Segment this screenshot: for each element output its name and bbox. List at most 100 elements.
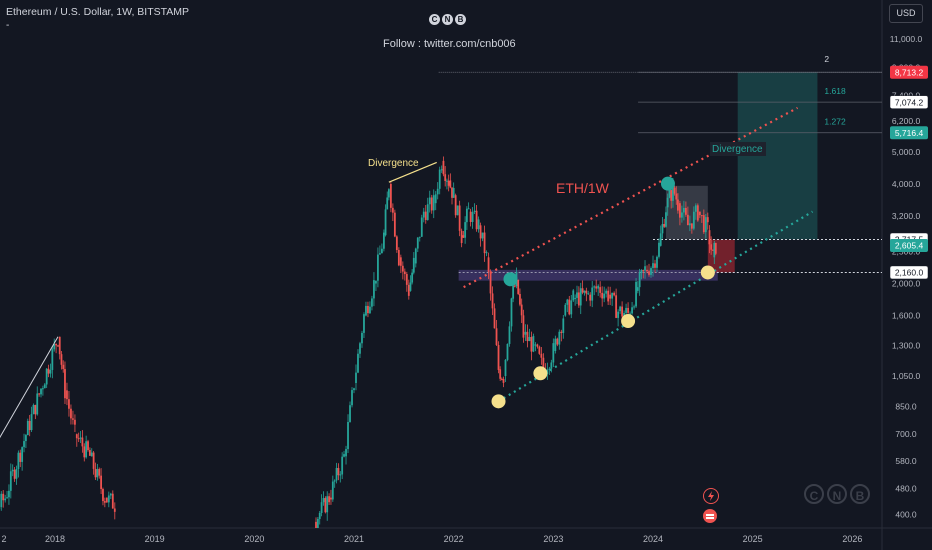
candle [92, 452, 95, 469]
plot-area: 2 1.618 1.272 Divergence Divergence ETH/1W [0, 54, 882, 528]
candle [62, 364, 65, 370]
candle [568, 299, 571, 315]
candle [102, 488, 104, 502]
old-trendline [0, 336, 59, 439]
candle [51, 349, 54, 370]
candle [75, 434, 78, 439]
candle [485, 252, 488, 254]
candle [635, 281, 637, 307]
candle [328, 496, 330, 503]
x-tick-label: 2021 [344, 534, 364, 544]
candle [706, 217, 709, 223]
candle [708, 230, 711, 245]
candle [386, 197, 389, 210]
candle [387, 189, 390, 198]
candle [522, 315, 525, 338]
candle [403, 271, 406, 275]
logo-letter-n: N [442, 14, 453, 25]
candle [686, 214, 689, 226]
candle [399, 257, 402, 266]
candle [322, 498, 325, 503]
x-tick-label: 2020 [244, 534, 264, 544]
x-tick-label: 2022 [444, 534, 464, 544]
candle [41, 388, 44, 390]
y-tick-label: 5,000.0 [892, 147, 921, 157]
y-tick-label: 2,000.0 [892, 279, 921, 289]
candle [373, 280, 375, 299]
candle [383, 232, 385, 249]
y-tick-label: 480.0 [895, 483, 917, 493]
candle [357, 353, 359, 373]
candle [379, 253, 381, 255]
candle [663, 224, 666, 227]
candle [337, 467, 340, 476]
candle [377, 254, 379, 281]
candle [572, 290, 575, 301]
candle [601, 292, 604, 299]
candle [682, 207, 685, 213]
candle [412, 257, 415, 273]
candle [26, 420, 29, 436]
candle [613, 292, 616, 296]
candle [6, 497, 8, 499]
candle [623, 312, 625, 317]
candle [460, 230, 463, 244]
divergence-label: Divergence [368, 158, 419, 169]
candle [343, 454, 345, 457]
candle [462, 235, 465, 238]
candle [58, 336, 61, 355]
candle [548, 368, 551, 370]
candle [315, 521, 317, 528]
candle [353, 388, 355, 391]
lightning-icon[interactable] [703, 488, 719, 504]
candle [694, 205, 697, 212]
y-tick-label: 850.0 [895, 401, 917, 411]
candle [434, 194, 437, 204]
candle [318, 512, 321, 519]
candle [607, 290, 610, 302]
candle [506, 343, 509, 360]
candle [45, 368, 48, 385]
price-label-badge [890, 239, 928, 253]
candle [615, 295, 618, 318]
candle [467, 208, 470, 210]
candle [597, 285, 600, 289]
candle [2, 493, 5, 501]
flag-icon[interactable] [703, 509, 717, 523]
candle [405, 274, 408, 285]
candle [98, 469, 101, 476]
candle [23, 441, 25, 448]
candle [414, 248, 417, 264]
candle [25, 435, 27, 442]
candle [66, 390, 68, 400]
candle [554, 338, 557, 351]
candle [464, 222, 467, 238]
price-label: 2,605.4 [895, 241, 924, 251]
candle [64, 369, 66, 399]
candle [665, 212, 667, 227]
divergence-label: Divergence [712, 144, 763, 155]
candle [446, 180, 448, 182]
candle [493, 308, 496, 329]
pivot-low-marker [491, 394, 506, 409]
fib-label: 1.618 [824, 86, 846, 96]
candle [636, 287, 639, 291]
candle [349, 405, 351, 422]
candle [83, 446, 86, 458]
watermark-letter-n: N [827, 484, 847, 504]
candle [395, 236, 398, 251]
candle [43, 384, 46, 389]
candle [451, 187, 453, 198]
symbol-title: Ethereum / U.S. Dollar, 1W, BITSTAMP [6, 6, 190, 18]
candle [510, 298, 513, 327]
candle [570, 300, 573, 315]
candle [94, 468, 97, 478]
candle [316, 518, 319, 528]
candle [479, 225, 482, 239]
candle [77, 438, 80, 440]
currency-button[interactable]: USD [889, 4, 923, 23]
candle [401, 265, 404, 272]
x-tick-label: 2019 [145, 534, 165, 544]
candle [369, 306, 371, 314]
